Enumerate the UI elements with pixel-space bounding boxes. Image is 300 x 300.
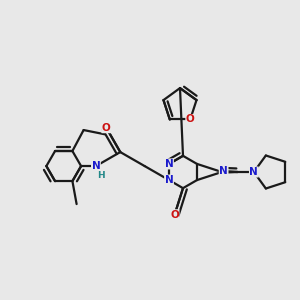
Text: N: N (92, 161, 100, 171)
Text: O: O (186, 115, 195, 124)
Text: O: O (102, 123, 111, 133)
Text: N: N (165, 159, 173, 169)
Text: N: N (165, 175, 173, 185)
Text: H: H (97, 171, 105, 180)
Text: N: N (219, 167, 228, 176)
Text: N: N (250, 167, 258, 177)
Text: O: O (170, 210, 179, 220)
Text: S: S (220, 168, 227, 178)
